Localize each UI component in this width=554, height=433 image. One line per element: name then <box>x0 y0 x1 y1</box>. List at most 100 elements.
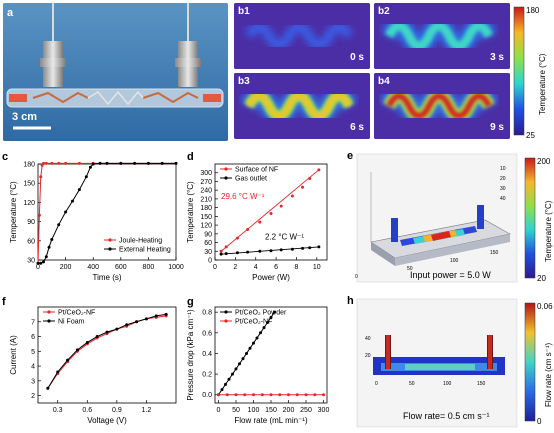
x-tick-label: 50 <box>232 407 240 414</box>
data-point <box>154 314 158 318</box>
tile-label: b1 <box>238 6 250 17</box>
colorbar-max: 180 <box>526 6 540 15</box>
x-tick-label: 100 <box>248 407 260 414</box>
chart-f: f 0.3 0.6 0.9 1.2 2 3 4 5 6 7 Voltage (V) Current (A… <box>2 296 177 425</box>
legend-marker <box>224 176 228 180</box>
data-point <box>105 161 109 165</box>
y-tick-label: 0.4 <box>202 351 212 358</box>
data-point <box>36 261 40 265</box>
data-point <box>64 210 68 214</box>
y-tick-label: 90 <box>27 219 35 226</box>
data-point <box>217 393 220 397</box>
tile-label: b4 <box>378 76 390 87</box>
data-point <box>234 393 238 397</box>
x-tick-label: 200 <box>283 407 295 414</box>
y-tick-label: 210 <box>200 196 212 203</box>
y-tick-label: 6 <box>31 334 35 341</box>
data-point <box>235 236 239 240</box>
axis-tick: 20 <box>500 176 506 182</box>
data-point <box>227 377 231 381</box>
data-point <box>304 393 308 397</box>
data-point <box>66 358 70 362</box>
x-tick-label: 200 <box>60 264 72 271</box>
data-point <box>39 175 43 179</box>
x-tick-label: 0.9 <box>112 407 122 414</box>
legend-marker <box>108 238 112 242</box>
colorbar-min: 25 <box>526 131 535 140</box>
data-point <box>219 249 223 253</box>
data-point <box>258 220 262 224</box>
y-tick-label: 150 <box>200 214 212 221</box>
legend-entry: Surface of NF <box>235 167 278 174</box>
y-tick-label: 5 <box>31 349 35 356</box>
y-tick-label: 120 <box>23 200 35 207</box>
x-axis-label: Power (W) <box>252 273 290 282</box>
data-point <box>224 252 228 256</box>
colorbar-title: Temperature (°C) <box>544 200 553 262</box>
legend-entry: Pt/CeO₂ Powder <box>235 310 287 317</box>
y-tick-label: 120 <box>200 223 212 230</box>
chart-d: d0 2 4 6 8 100306090120150180210240270300Powe… <box>186 151 328 282</box>
legend-marker <box>224 319 228 323</box>
chart-g: g 0 50 100 150 200 250 300 0.0 0.2 0.4 0.6 0.8 Flow r… <box>186 296 330 425</box>
panel-a-label: a <box>7 7 14 19</box>
data-point <box>279 248 283 252</box>
data-point <box>50 238 54 242</box>
scale-label: 3 cm <box>12 111 38 123</box>
y-tick-label: 90 <box>204 231 212 238</box>
y-tick-label: 30 <box>204 249 212 256</box>
x-tick-label: 150 <box>265 407 277 414</box>
x-tick-label: 300 <box>318 407 330 414</box>
y-tick-label: 4 <box>31 364 35 371</box>
x-tick-label: 1000 <box>168 264 184 271</box>
axis-tick: 50 <box>409 381 415 387</box>
y-tick-label: 60 <box>204 240 212 247</box>
panel-label: g <box>187 296 194 308</box>
data-point <box>85 340 89 344</box>
data-point <box>224 382 227 386</box>
legend-entry: Gas outlet <box>235 176 267 183</box>
data-point <box>42 161 46 165</box>
legend-entry: Pt/CeO₂-NF <box>235 319 272 326</box>
data-point <box>46 386 50 390</box>
x-tick-label: 8 <box>295 264 299 271</box>
x-axis-label: Time (s) <box>92 273 121 282</box>
y-axis-label: Current (A) <box>9 335 18 375</box>
colorbar-min: 20 <box>537 274 546 283</box>
data-point <box>37 213 41 217</box>
data-point <box>75 348 79 352</box>
tile-label: b3 <box>238 76 250 87</box>
y-tick-label: 0.2 <box>202 372 212 379</box>
panel-label: d <box>187 151 194 163</box>
plot-frame <box>214 163 328 261</box>
panel-e-colorbar <box>524 157 536 279</box>
axis-tick: 40 <box>365 336 371 342</box>
legend-marker <box>224 310 228 314</box>
panel-h-note: Flow rate= 0.5 cm s⁻¹ <box>403 411 490 421</box>
y-tick-label: 2 <box>31 393 35 400</box>
data-point <box>287 393 290 397</box>
panel-h-colorbar <box>524 302 536 422</box>
data-point <box>125 323 129 327</box>
panel-a-photo: a 3 cm <box>3 3 228 141</box>
axis-tick: 100 <box>443 381 452 387</box>
data-point <box>258 249 262 253</box>
thermal-tile-b3: b3 6 s <box>234 73 370 139</box>
data-point <box>241 357 245 361</box>
data-point <box>98 161 102 165</box>
data-point <box>160 161 164 165</box>
legend-marker <box>108 247 112 251</box>
data-point <box>278 393 282 397</box>
data-point <box>88 165 92 169</box>
slope-annotation: 29.6 °C W⁻¹ <box>221 192 265 201</box>
x-tick-label: 10 <box>313 264 321 271</box>
panel-label: f <box>2 296 6 308</box>
panel-h: h 40 20 0 50 100 150 Flow rate= 0.5 cm s… <box>345 295 554 433</box>
data-point <box>252 341 255 345</box>
y-axis-label: Pressure drop (kPa cm⁻¹) <box>186 309 195 401</box>
axis-tick: 150 <box>490 250 499 256</box>
x-tick-label: 1.2 <box>142 407 152 414</box>
data-point <box>262 326 266 330</box>
thermal-tile-b1: b1 0 s <box>234 3 370 69</box>
x-tick-label: 600 <box>115 264 127 271</box>
